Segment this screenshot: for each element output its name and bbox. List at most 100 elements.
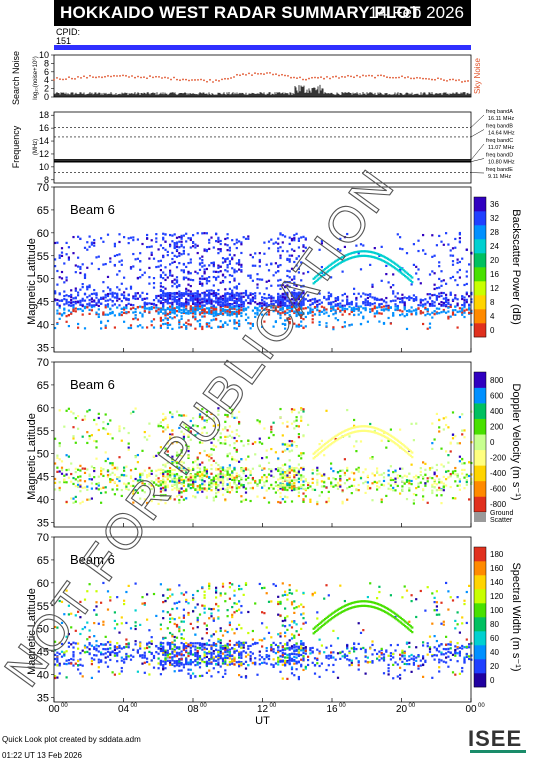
data-cell [60,472,64,475]
data-cell [318,452,321,455]
data-cell [281,249,284,253]
data-cell [288,459,291,462]
data-cell [431,234,434,237]
data-cell [79,299,82,302]
data-cell [343,254,347,257]
data-cell [465,275,468,278]
data-cell [286,293,289,296]
data-cell [438,430,441,433]
data-cell [169,437,172,440]
data-cell [139,294,142,297]
sky-noise-point [242,73,244,75]
data-cell [127,448,130,451]
data-cell [217,240,220,243]
data-cell [382,308,386,311]
data-cell [281,292,284,295]
data-cell [148,257,151,260]
data-cell [381,259,384,262]
data-cell [102,313,105,316]
data-cell [251,292,254,296]
data-cell [447,243,450,246]
data-cell [445,232,448,235]
data-cell [387,439,390,443]
data-cell [279,300,282,303]
data-cell [286,447,289,451]
data-cell [247,442,250,446]
data-cell [203,293,206,296]
data-cell [311,302,314,306]
data-cell [132,479,135,483]
data-cell [116,292,119,295]
data-cell [113,326,116,329]
data-cell [198,325,202,328]
data-cell [318,447,321,450]
data-cell [187,485,190,488]
data-cell [261,325,264,328]
data-cell [63,425,66,428]
data-cell [129,285,133,288]
data-cell [93,304,96,307]
data-cell [109,289,112,292]
data-cell [343,259,347,262]
data-cell [173,260,176,264]
data-cell [86,410,89,413]
data-cell [189,483,192,486]
data-cell [463,436,466,439]
data-cell [152,299,156,302]
data-cell [440,502,443,505]
data-cell [458,231,461,235]
data-cell [226,249,229,252]
sky-noise-point [56,76,58,79]
data-cell [173,461,176,464]
data-cell [228,444,231,447]
data-cell [63,312,66,315]
data-cell [196,297,199,300]
data-cell [182,469,185,472]
data-cell [169,312,172,316]
data-cell [208,247,211,251]
data-cell [251,467,254,470]
data-cell [238,303,241,307]
data-cell [295,473,298,476]
data-cell [132,489,135,492]
frequency-band-value: 16.11 MHz [488,116,514,122]
data-cell [295,424,298,428]
data-cell [173,483,176,486]
data-cell [366,293,369,296]
sky-noise-point [275,73,277,76]
data-cell [322,444,325,447]
data-cell [369,250,372,254]
data-cell [194,496,197,499]
data-cell [212,284,215,287]
data-cell [203,297,206,300]
data-cell [136,276,139,280]
data-cell [412,502,415,505]
data-cell [238,319,241,322]
data-cell [215,297,218,300]
data-cell [127,311,130,314]
data-cell [284,304,287,307]
data-cell [162,298,165,301]
data-cell [148,245,151,249]
data-cell [235,305,238,308]
data-cell [146,245,149,249]
data-cell [405,252,409,255]
data-cell [194,313,197,316]
data-cell [364,429,367,432]
data-cell [265,304,268,307]
data-cell [369,304,372,307]
data-cell [198,473,202,476]
data-cell [435,483,438,486]
data-cell [129,266,133,269]
data-cell [318,309,321,313]
data-cell [336,304,340,307]
data-cell [247,476,250,479]
data-cell [297,271,300,274]
data-cell [221,312,225,315]
data-cell [297,302,300,306]
frequency-band-connector [470,129,485,138]
data-cell [203,232,206,235]
sky-noise-point [263,73,265,76]
data-cell [182,249,185,253]
data-cell [279,263,282,267]
